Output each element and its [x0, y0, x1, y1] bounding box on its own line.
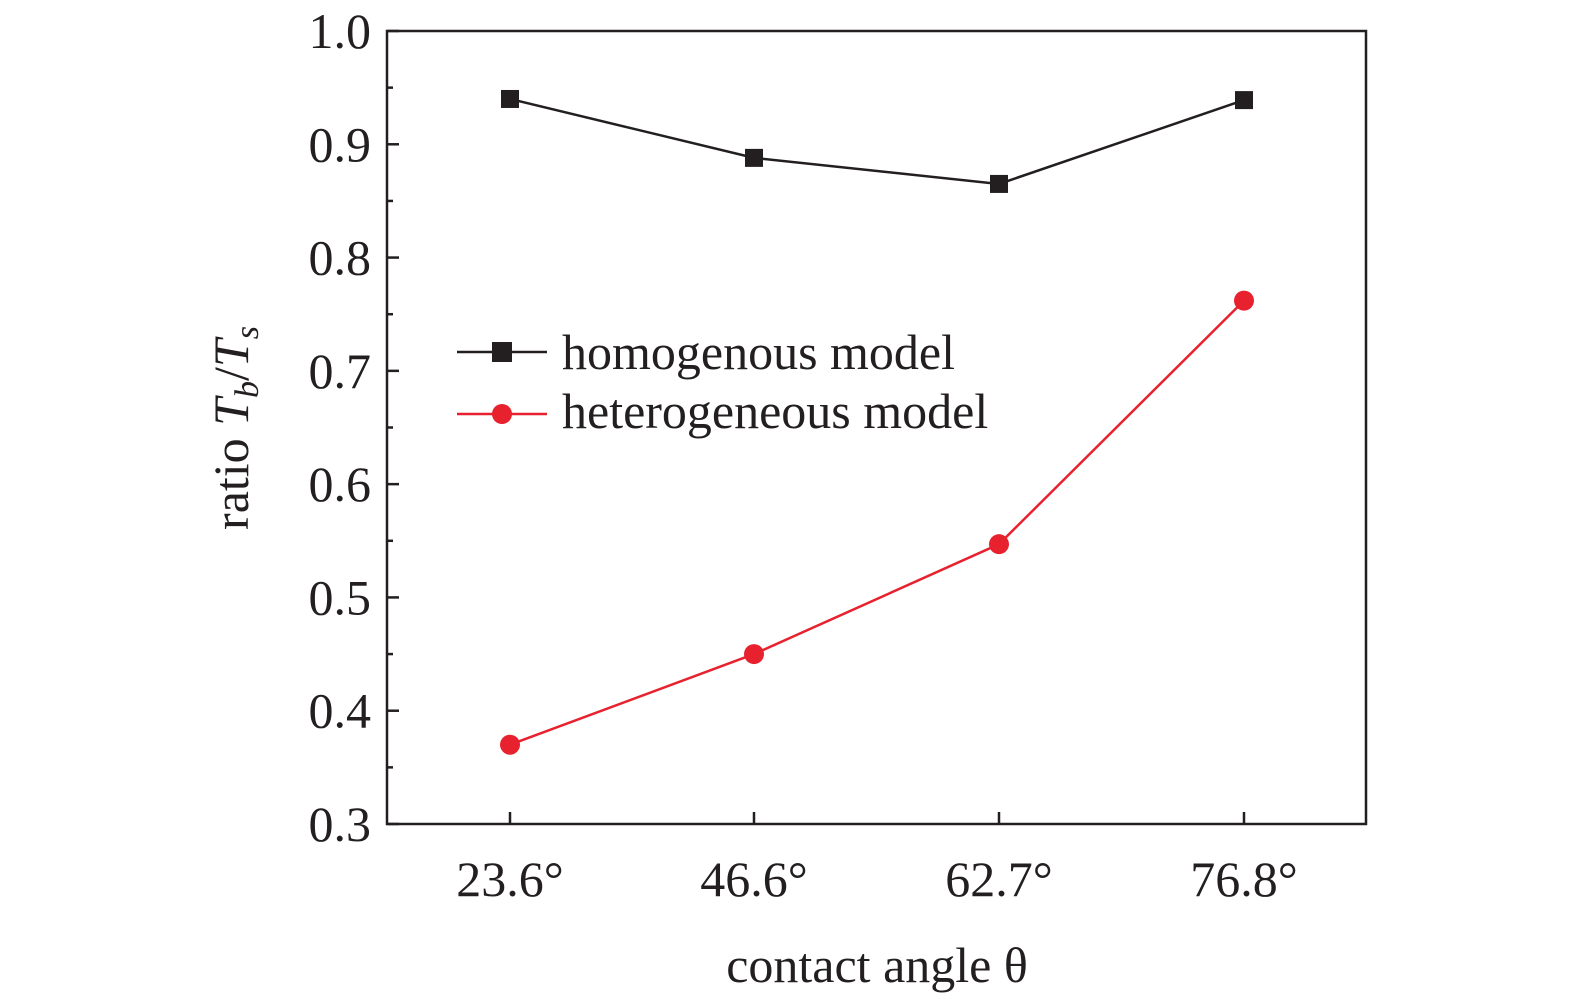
x-tick-label: 23.6°	[456, 851, 564, 907]
legend-marker-square	[492, 342, 512, 362]
y-axis-title-slash: /	[203, 367, 259, 381]
legend-item-homogenous: homogenous model	[457, 324, 955, 380]
y-axis-title-prefix: ratio	[203, 426, 259, 530]
y-axis-title: ratio Tb/Ts	[203, 326, 266, 530]
data-point-heterogeneous	[500, 734, 520, 755]
y-tick-label: 0.3	[309, 796, 372, 852]
legend-item-heterogeneous: heterogeneous model	[457, 383, 988, 439]
legend-marker-circle	[492, 404, 512, 424]
x-tick-label: 46.6°	[700, 851, 808, 907]
data-point-heterogeneous	[744, 644, 764, 665]
y-axis-title-sub-b: b	[229, 381, 266, 398]
data-point-homogenous	[501, 89, 519, 108]
x-axis: 23.6° 46.6° 62.7° 76.8°	[456, 812, 1298, 907]
legend: homogenous model heterogeneous model	[457, 324, 988, 439]
series-layer	[500, 89, 1254, 755]
x-tick-label: 62.7°	[945, 851, 1053, 907]
y-tick-label: 0.8	[309, 230, 372, 286]
y-axis-title-t1: T	[203, 395, 259, 426]
legend-label-heterogeneous: heterogeneous model	[562, 383, 988, 439]
data-point-homogenous	[1235, 91, 1253, 110]
y-axis: 0.3 0.4 0.5 0.6 0.7 0.8 0.9 1.0	[309, 3, 399, 852]
y-axis-title-sub-s: s	[229, 326, 266, 339]
y-tick-label: 0.6	[309, 456, 372, 512]
y-tick-label: 0.4	[309, 683, 372, 739]
data-point-homogenous	[745, 148, 763, 167]
series-line-heterogeneous	[509, 299, 1245, 746]
x-axis-title: contact angle θ	[726, 937, 1028, 993]
data-point-homogenous	[990, 174, 1008, 193]
y-axis-title-t2: T	[203, 336, 259, 367]
x-tick-label: 76.8°	[1190, 851, 1298, 907]
y-tick-label: 0.7	[309, 343, 372, 399]
legend-label-homogenous: homogenous model	[562, 324, 955, 380]
y-tick-label: 0.5	[309, 569, 372, 625]
y-tick-label: 0.9	[309, 116, 372, 172]
y-tick-label: 1.0	[309, 3, 372, 59]
series-line-homogenous	[509, 97, 1245, 186]
data-point-heterogeneous	[989, 534, 1009, 555]
data-point-heterogeneous	[1234, 290, 1254, 311]
